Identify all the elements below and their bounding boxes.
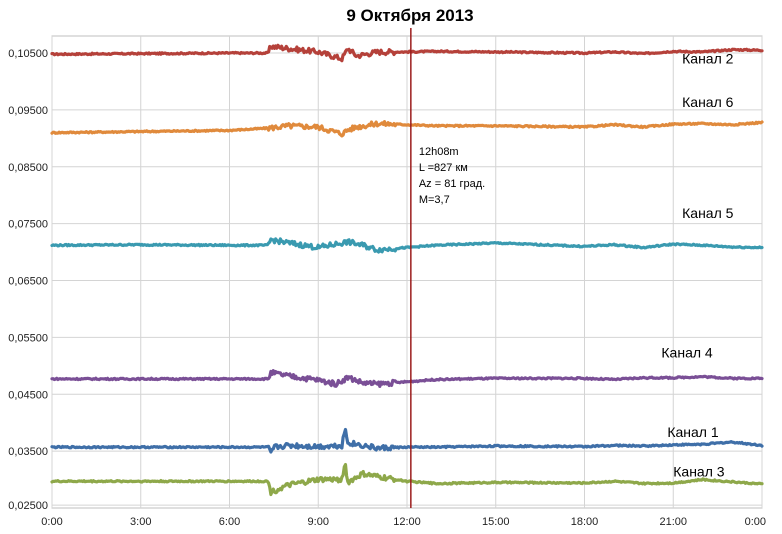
x-axis: 0:00 3:00 6:00 9:00 12:00 15:00 18:00 21:00 0:00 bbox=[41, 516, 766, 528]
series-line-2 bbox=[50, 119, 764, 138]
annotation-line: L =827 км bbox=[419, 162, 468, 174]
series-labels: Канал 2 Канал 6 Канал 5 Канал 4 Канал 1 Канал… bbox=[661, 50, 733, 479]
series-label: Канал 2 bbox=[682, 50, 734, 66]
annotation-line: 12h08m bbox=[419, 146, 459, 158]
y-tick-label: 0,02500 bbox=[8, 500, 48, 512]
gridlines bbox=[51, 35, 763, 509]
y-axis: 0,02500 0,03500 0,04500 0,05500 0,06500 0,075… bbox=[8, 48, 48, 512]
x-tick-label: 21:00 bbox=[659, 516, 687, 528]
event-annotation: 12h08m L =827 км Az = 81 град. M=3,7 bbox=[419, 146, 485, 206]
y-tick-label: 0,10500 bbox=[8, 48, 48, 60]
y-tick-label: 0,06500 bbox=[8, 276, 48, 288]
series-label: Канал 4 bbox=[661, 344, 713, 360]
x-tick-label: 0:00 bbox=[745, 516, 766, 528]
x-tick-label: 18:00 bbox=[571, 516, 599, 528]
y-tick-label: 0,04500 bbox=[8, 389, 48, 401]
y-tick-label: 0,07500 bbox=[8, 219, 48, 231]
y-tick-label: 0,08500 bbox=[8, 162, 48, 174]
series-line-6 bbox=[50, 463, 764, 497]
annotation-line: Az = 81 град. bbox=[419, 178, 485, 190]
series-line-3 bbox=[50, 237, 764, 254]
series-label: Канал 3 bbox=[673, 464, 725, 480]
x-tick-label: 9:00 bbox=[308, 516, 329, 528]
series-line-1 bbox=[50, 43, 764, 63]
chart-title: 9 Октября 2013 bbox=[346, 6, 473, 25]
series-line-5 bbox=[50, 427, 764, 454]
series-label: Канал 5 bbox=[682, 205, 734, 221]
series-group bbox=[50, 43, 764, 497]
series-line-4 bbox=[50, 369, 764, 388]
x-tick-label: 6:00 bbox=[219, 516, 240, 528]
x-tick-label: 15:00 bbox=[482, 516, 510, 528]
series-label: Канал 6 bbox=[682, 94, 734, 110]
y-tick-label: 0,09500 bbox=[8, 105, 48, 117]
y-tick-label: 0,05500 bbox=[8, 332, 48, 344]
x-tick-label: 3:00 bbox=[130, 516, 151, 528]
series-label: Канал 1 bbox=[667, 424, 719, 440]
x-tick-label: 0:00 bbox=[41, 516, 62, 528]
y-tick-label: 0,03500 bbox=[8, 446, 48, 458]
annotation-line: M=3,7 bbox=[419, 194, 450, 206]
x-tick-label: 12:00 bbox=[393, 516, 421, 528]
